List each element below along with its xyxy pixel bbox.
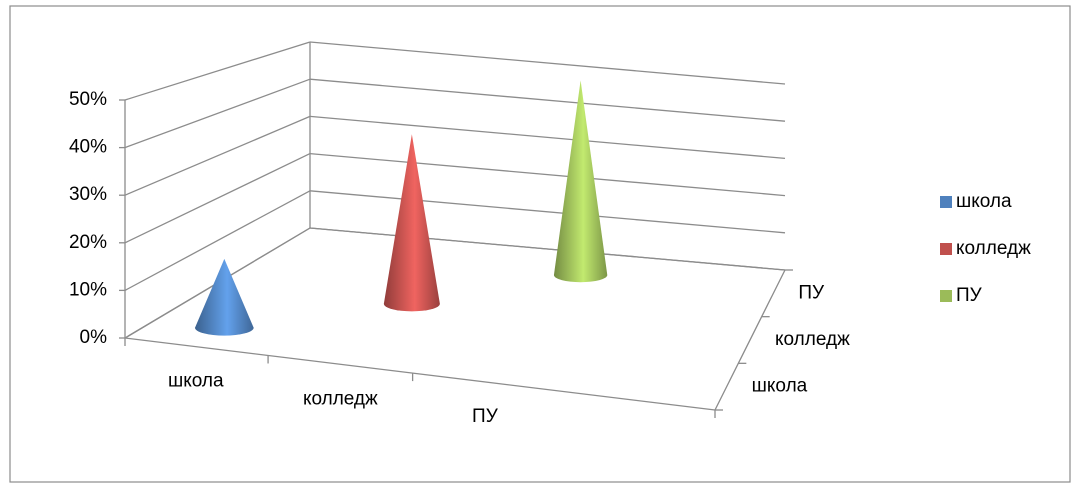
y-tick-label: 10% <box>69 279 107 300</box>
y-tick-label: 20% <box>69 232 107 253</box>
y-tick-label: 40% <box>69 137 107 158</box>
grid-line <box>309 152 786 197</box>
grid-line <box>309 115 786 160</box>
chart-frame <box>9 5 1071 483</box>
depth-tick-label: ПУ <box>798 282 825 303</box>
legend-label: школа <box>956 191 1012 212</box>
grid-line <box>309 227 786 271</box>
depth-tick-label: колледж <box>775 329 850 350</box>
grid-line <box>309 41 786 85</box>
x-tick-label: ПУ <box>472 406 499 427</box>
floor-edge <box>714 269 786 411</box>
legend-label: ПУ <box>956 285 983 306</box>
cone <box>195 258 254 336</box>
grid-line <box>124 115 311 196</box>
legend-swatch <box>940 243 952 255</box>
legend-label: колледж <box>956 238 1031 259</box>
grid-line <box>124 153 311 244</box>
grid-line <box>309 190 786 234</box>
grid-line <box>124 41 311 101</box>
y-tick-label: 0% <box>80 327 108 348</box>
floor-edge <box>124 337 716 411</box>
x-tick-label: школа <box>168 371 224 392</box>
grid-line <box>124 78 311 149</box>
cone <box>383 134 440 312</box>
grid-line <box>124 190 311 291</box>
grid-line <box>309 78 786 122</box>
cone <box>553 80 608 283</box>
legend-swatch <box>940 196 952 208</box>
depth-tick-label: школа <box>752 376 808 397</box>
y-tick-label: 50% <box>69 89 107 110</box>
x-tick-label: колледж <box>303 388 378 409</box>
legend-swatch <box>940 290 952 302</box>
y-tick-label: 30% <box>69 184 107 205</box>
